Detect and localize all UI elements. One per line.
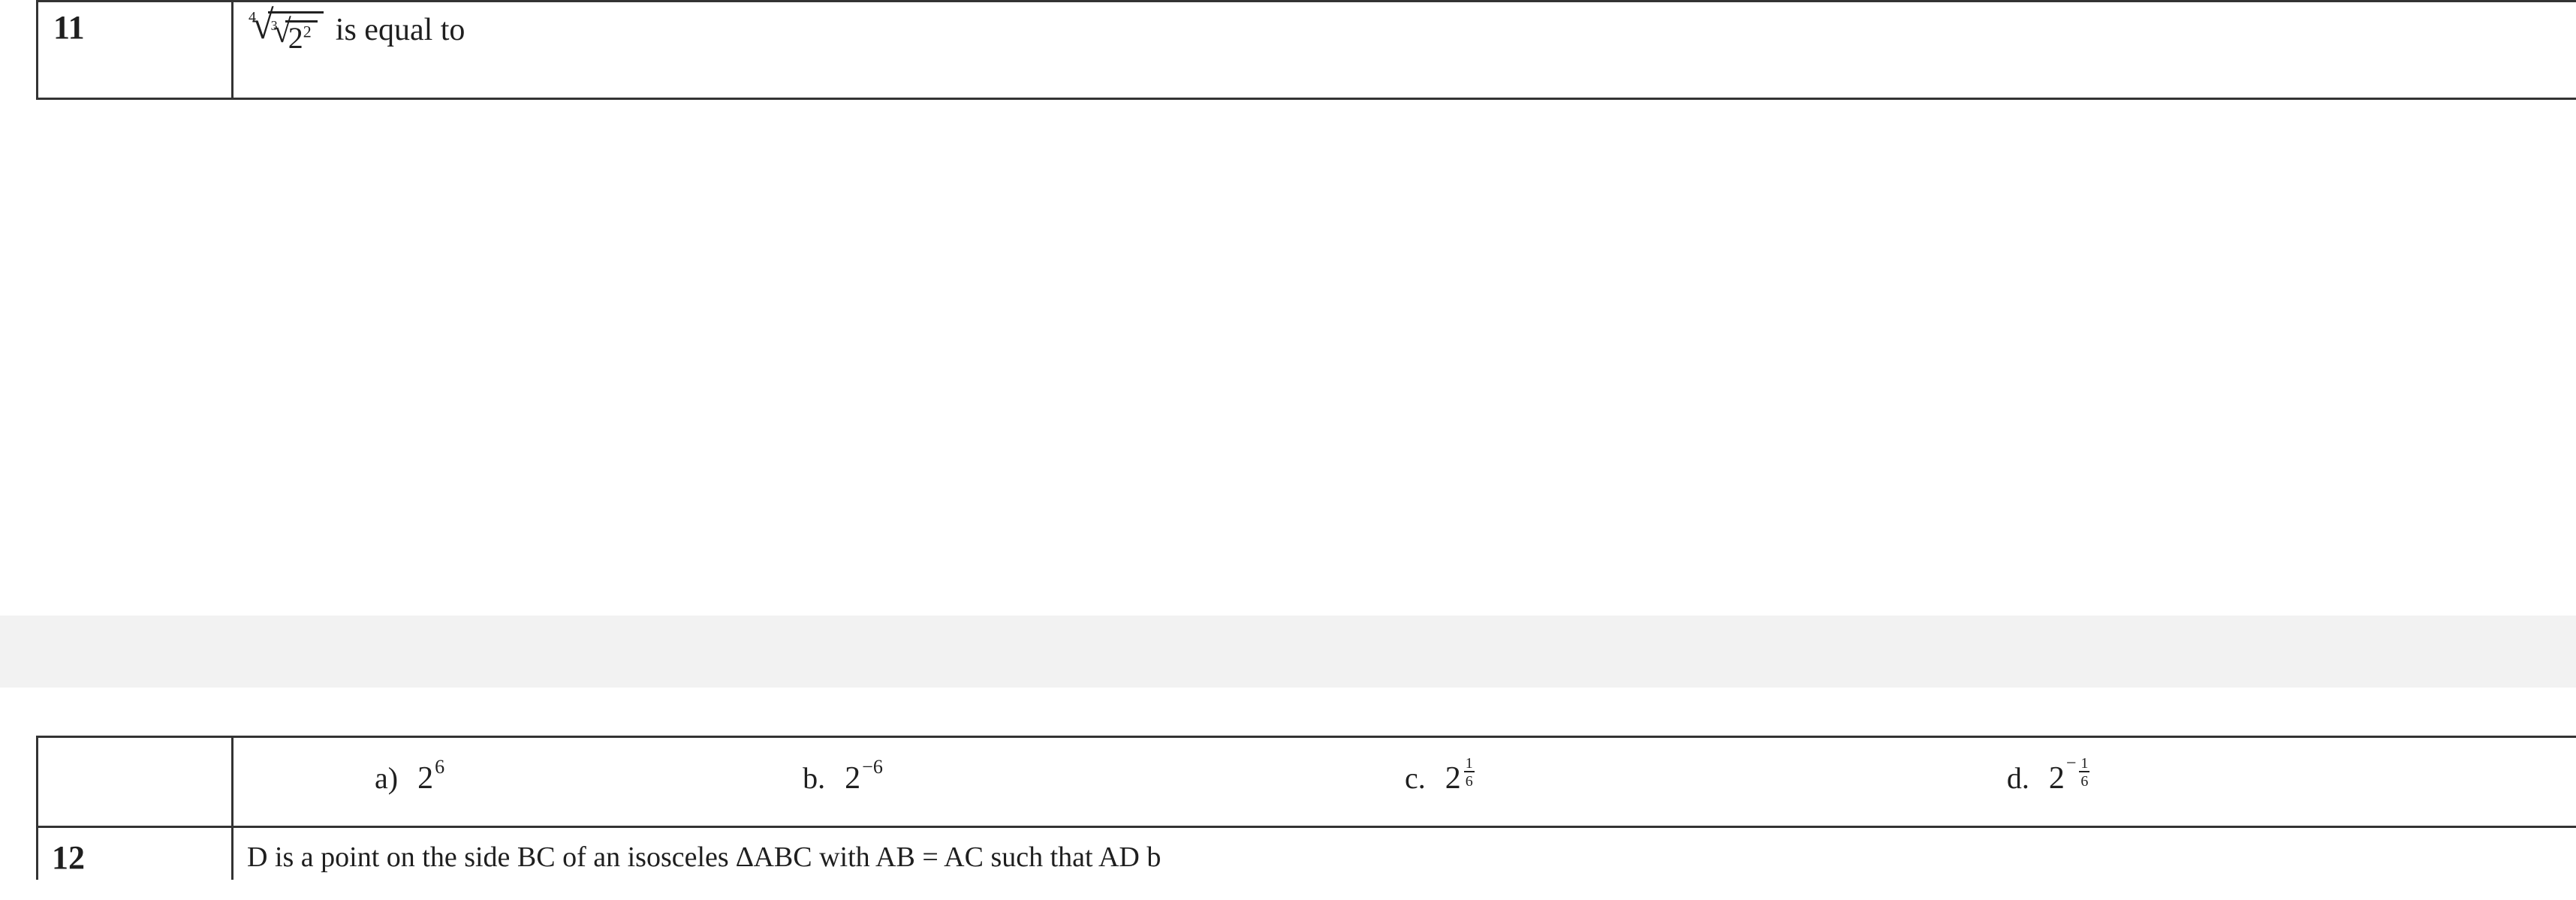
question-stem: 4 √ 3 √ 22 xyxy=(249,8,2561,52)
option-d-base: 2 xyxy=(2049,760,2065,796)
inner-radical: 3 √ 22 xyxy=(271,19,318,52)
option-c-frac: 1 6 xyxy=(1464,756,1475,789)
option-b-exp: −6 xyxy=(862,756,883,778)
option-d-frac: 1 6 xyxy=(2079,756,2089,789)
option-c: c. 2 1 6 xyxy=(1405,760,2007,796)
next-question-text: D is a point on the side BC of an isosce… xyxy=(247,841,1161,873)
option-a-label: a) xyxy=(375,760,398,796)
option-d-value: 2 − 1 6 xyxy=(2049,760,2090,796)
option-d: d. 2 − 1 6 xyxy=(2007,760,2562,796)
option-d-frac-den: 6 xyxy=(2079,771,2089,789)
stem-suffix: is equal to xyxy=(336,12,465,48)
options-row: a) 2 6 b. 2 −6 c. xyxy=(38,737,2576,827)
outer-radical: 4 √ 3 √ 22 xyxy=(249,8,324,52)
separator-band xyxy=(0,616,2576,688)
options-table: a) 2 6 b. 2 −6 c. xyxy=(36,736,2576,880)
option-b-label: b. xyxy=(803,760,825,796)
option-a-exp: 6 xyxy=(435,756,444,778)
option-d-label: d. xyxy=(2007,760,2029,796)
option-a-value: 2 6 xyxy=(417,760,444,796)
next-question-number-cell: 12 xyxy=(38,827,233,880)
options-container: a) 2 6 b. 2 −6 c. xyxy=(247,760,2562,796)
option-b-value: 2 −6 xyxy=(845,760,883,796)
next-question-text-cell: D is a point on the side BC of an isosce… xyxy=(233,827,2576,880)
radical-icon: √ xyxy=(273,22,291,41)
next-question-row: 12 D is a point on the side BC of an iso… xyxy=(38,827,2576,880)
option-c-label: c. xyxy=(1405,760,1426,796)
radical-icon: √ xyxy=(252,13,274,37)
option-d-neg: − xyxy=(2066,754,2077,772)
question-stem-cell: 4 √ 3 √ 22 xyxy=(233,2,2576,99)
radicand-exp: 2 xyxy=(303,23,312,41)
option-a: a) 2 6 xyxy=(247,760,803,796)
option-c-value: 2 1 6 xyxy=(1445,760,1475,796)
option-c-exp: 1 6 xyxy=(1463,756,1475,789)
next-question-number: 12 xyxy=(52,839,85,876)
question-row: 11 4 √ 3 √ 22 xyxy=(38,2,2576,99)
radicand: 22 xyxy=(288,23,312,53)
question-number-cell: 11 xyxy=(38,2,233,99)
option-b-base: 2 xyxy=(845,760,860,796)
option-b: b. 2 −6 xyxy=(803,760,1405,796)
question-number: 11 xyxy=(53,9,85,46)
option-c-base: 2 xyxy=(1445,760,1461,796)
options-number-cell xyxy=(38,737,233,827)
option-d-exp: − 1 6 xyxy=(2066,756,2090,789)
outer-vinculum: 3 √ 22 xyxy=(268,11,324,52)
option-a-base: 2 xyxy=(417,760,433,796)
option-c-frac-num: 1 xyxy=(1464,756,1475,771)
question-table: 11 4 √ 3 √ 22 xyxy=(36,0,2576,100)
options-cell: a) 2 6 b. 2 −6 c. xyxy=(233,737,2576,827)
option-c-frac-den: 6 xyxy=(1464,771,1475,789)
option-d-frac-num: 1 xyxy=(2079,756,2089,771)
